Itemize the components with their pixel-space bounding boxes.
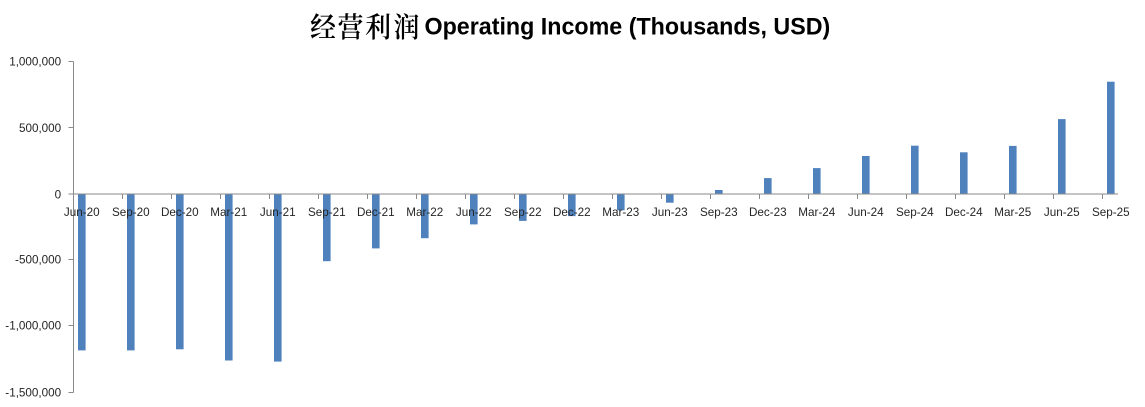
svg-text:Jun-23: Jun-23 [652,206,688,219]
svg-text:Mar-24: Mar-24 [798,206,836,219]
svg-text:Dec-21: Dec-21 [357,206,395,219]
svg-text:Jun-25: Jun-25 [1044,206,1080,219]
svg-text:Sep-23: Sep-23 [700,206,738,219]
svg-text:Dec-22: Dec-22 [553,206,591,219]
svg-text:0: 0 [55,189,62,202]
svg-text:Jun-21: Jun-21 [260,206,296,219]
svg-text:Dec-24: Dec-24 [945,206,983,219]
svg-text:Operating Income (Thousands, U: Operating Income (Thousands, USD) [425,14,831,41]
svg-text:Dec-20: Dec-20 [161,206,199,219]
svg-text:-500,000: -500,000 [15,254,62,267]
svg-text:Sep-21: Sep-21 [308,206,346,219]
svg-text:Mar-25: Mar-25 [994,206,1032,219]
svg-text:Sep-25: Sep-25 [1092,206,1130,219]
svg-text:Jun-22: Jun-22 [456,206,492,219]
svg-text:Sep-24: Sep-24 [896,206,934,219]
svg-text:-1,000,000: -1,000,000 [5,320,61,333]
svg-text:Sep-22: Sep-22 [504,206,542,219]
svg-text:Sep-20: Sep-20 [112,206,150,219]
svg-text:Mar-22: Mar-22 [406,206,443,219]
svg-text:1,000,000: 1,000,000 [9,56,61,69]
svg-text:Dec-23: Dec-23 [749,206,787,219]
svg-text:Mar-21: Mar-21 [210,206,247,219]
svg-text:500,000: 500,000 [19,122,62,135]
svg-text:Jun-20: Jun-20 [64,206,100,219]
svg-text:Mar-23: Mar-23 [602,206,639,219]
svg-text:-1,500,000: -1,500,000 [5,387,61,400]
svg-text:Jun-24: Jun-24 [848,206,884,219]
